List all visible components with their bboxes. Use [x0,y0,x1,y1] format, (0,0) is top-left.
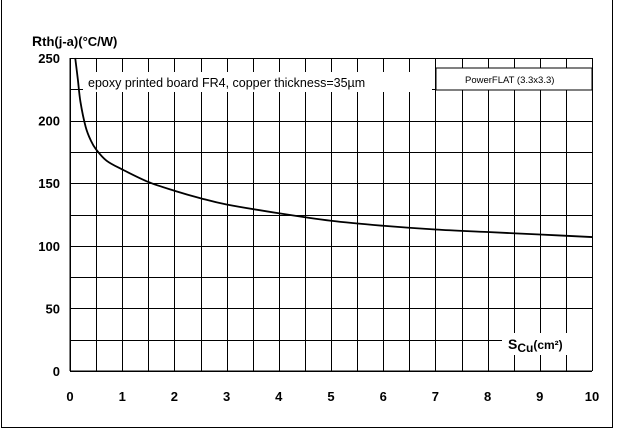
x-tick-label: 2 [171,389,178,404]
annotation-main: epoxy printed board FR4, copper thicknes… [88,76,365,90]
y-axis-label: Rth(j-a)(°C/W) [32,33,117,49]
x-tick-label: 1 [119,389,126,404]
y-tick-label: 0 [53,364,60,379]
x-tick-label: 7 [432,389,439,404]
y-tick-label: 250 [38,51,60,66]
axes [69,58,592,372]
x-tick-label: 8 [484,389,491,404]
x-tick-label: 3 [223,389,230,404]
y-axis-label-bg [26,33,176,51]
x-tick-label: 4 [275,389,283,404]
y-tick-label: 200 [38,114,60,129]
annotation-main-bg [83,72,432,92]
annotation-package: PowerFLAT (3.3x3.3) [465,75,554,86]
y-tick-label: 50 [46,301,60,316]
x-tick-label: 10 [585,389,599,404]
chart-figure: 0 1 2 3 4 5 6 7 8 9 10 0 50 100 150 200 250 Rth(j-a)(°C/… [1,0,613,428]
x-tick-label: 6 [380,389,387,404]
grid [70,58,593,372]
x-tick-label: 0 [66,389,73,404]
x-tick-label: 9 [536,389,543,404]
y-tick-label: 100 [38,239,60,254]
curve-group [74,57,593,238]
x-axis-label-bg [502,333,592,355]
x-tick-label: 5 [327,389,334,404]
x-axis-label: SCu(cm²) [508,336,563,355]
annotation-package-box [435,67,593,91]
series-line [74,57,593,238]
y-tick-label: 150 [38,176,60,191]
